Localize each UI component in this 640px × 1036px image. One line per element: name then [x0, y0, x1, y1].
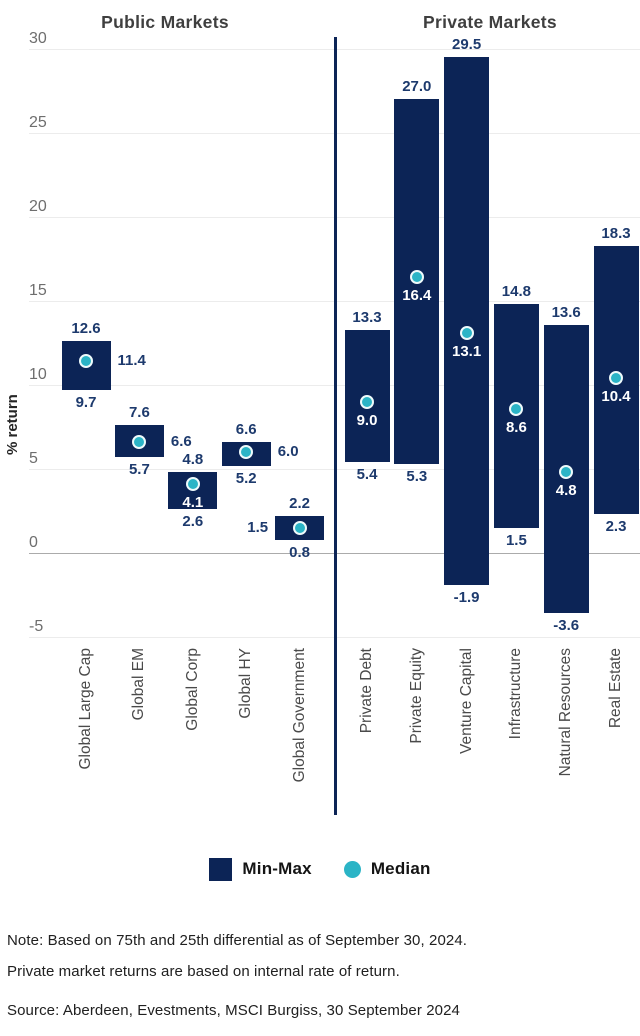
- max-label-global-hy: 6.6: [235, 421, 257, 439]
- min-label-private-debt: 5.4: [356, 466, 378, 484]
- max-label-natural-resources: 13.6: [551, 303, 581, 321]
- min-label-global-hy: 5.2: [235, 469, 257, 487]
- panel-divider-line: [334, 37, 337, 815]
- y-tick-label-15: 15: [29, 282, 47, 299]
- y-axis-label: % return: [4, 394, 21, 455]
- category-label-global-large-cap: Global Large Cap: [77, 648, 94, 770]
- median-dot-global-em: [132, 435, 147, 450]
- public-markets-title: Public Markets: [101, 12, 229, 32]
- median-label-infrastructure: 8.6: [505, 418, 527, 436]
- min-label-private-equity: 5.3: [406, 467, 428, 485]
- median-label-natural-resources: 4.8: [555, 482, 577, 500]
- max-label-private-debt: 13.3: [352, 308, 382, 326]
- category-label-venture-capital: Venture Capital: [457, 648, 475, 754]
- minmax-swatch-icon: [209, 857, 233, 881]
- median-label-private-equity: 16.4: [402, 287, 432, 305]
- median-label-global-corp: 4.1: [182, 494, 204, 512]
- note-block: Note: Based on 75th and 25th differentia…: [7, 926, 467, 987]
- y-tick-label-20: 20: [29, 198, 47, 215]
- median-label-global-hy: 6.0: [277, 443, 299, 461]
- note-line-1: Note: Based on 75th and 25th differentia…: [7, 932, 468, 949]
- min-label-infrastructure: 1.5: [505, 531, 527, 549]
- min-label-global-government: 0.8: [289, 543, 311, 561]
- min-label-real-estate: 2.3: [605, 518, 627, 536]
- y-tick-label-10: 10: [29, 366, 47, 383]
- median-dot-global-government: [292, 520, 307, 535]
- median-legend-label: Median: [370, 859, 431, 878]
- min-label-global-large-cap: 9.7: [75, 394, 97, 412]
- max-label-global-corp: 4.8: [182, 451, 204, 469]
- median-dot-infrastructure: [509, 401, 524, 416]
- max-label-infrastructure: 14.8: [501, 283, 531, 301]
- category-label-global-government: Global Government: [290, 648, 308, 783]
- min-label-natural-resources: -3.6: [553, 617, 580, 635]
- min-label-global-em: 5.7: [128, 461, 150, 479]
- max-label-global-large-cap: 12.6: [71, 320, 101, 338]
- median-dot-global-hy: [239, 445, 254, 460]
- minmax-legend-label: Min-Max: [242, 859, 312, 878]
- category-label-private-equity: Private Equity: [407, 648, 425, 744]
- category-label-private-debt: Private Debt: [358, 648, 375, 734]
- chart-area: 30 25 20 15 10 5 0 -5 Public Markets Private Ma…: [4, 12, 640, 815]
- y-tick-label--5: -5: [29, 618, 44, 635]
- y-tick-label-30: 30: [29, 30, 47, 47]
- median-label-global-em: 6.6: [170, 433, 192, 451]
- median-dot-global-large-cap: [79, 354, 93, 369]
- y-tick-label-5: 5: [29, 450, 38, 467]
- bar-infrastructure: [493, 304, 539, 528]
- min-label-global-corp: 2.6: [182, 513, 204, 531]
- category-label-global-em: Global EM: [130, 648, 148, 721]
- median-label-venture-capital: 13.1: [451, 342, 482, 360]
- bar-venture-capital: [444, 57, 490, 585]
- y-tick-label-25: 25: [29, 114, 47, 131]
- source-line: Source: Aberdeen, Evestments, MSCI Burgi…: [7, 1002, 461, 1019]
- category-label-real-estate: Real Estate: [607, 648, 624, 729]
- median-dot-global-corp: [185, 477, 200, 492]
- median-label-global-government: 1.5: [247, 518, 269, 536]
- median-label-private-debt: 9.0: [356, 411, 378, 429]
- note-line-2: Private market returns are based on inte…: [7, 962, 400, 980]
- y-tick-label-0: 0: [29, 534, 38, 551]
- median-label-real-estate: 10.4: [601, 388, 631, 406]
- median-dot-venture-capital: [459, 325, 474, 340]
- median-dot-real-estate: [609, 371, 623, 386]
- median-dot-private-debt: [360, 394, 374, 409]
- category-label-natural-resources: Natural Resources: [557, 648, 575, 777]
- median-dot-natural-resources: [559, 465, 574, 480]
- min-label-venture-capital: -1.9: [453, 588, 480, 606]
- max-label-private-equity: 27.0: [402, 78, 432, 96]
- max-label-global-government: 2.2: [289, 495, 311, 513]
- private-markets-title: Private Markets: [423, 12, 557, 32]
- category-label-global-hy: Global HY: [237, 648, 255, 719]
- max-label-real-estate: 18.3: [601, 224, 631, 242]
- max-label-global-em: 7.6: [128, 404, 150, 422]
- category-label-infrastructure: Infrastructure: [507, 648, 525, 740]
- max-label-venture-capital: 29.5: [451, 36, 482, 54]
- category-label-global-corp: Global Corp: [183, 648, 201, 731]
- median-label-global-large-cap: 11.4: [117, 352, 146, 370]
- median-dot-private-equity: [409, 270, 424, 285]
- legend: Min-Max Median: [0, 855, 640, 883]
- median-swatch-icon: [343, 860, 361, 878]
